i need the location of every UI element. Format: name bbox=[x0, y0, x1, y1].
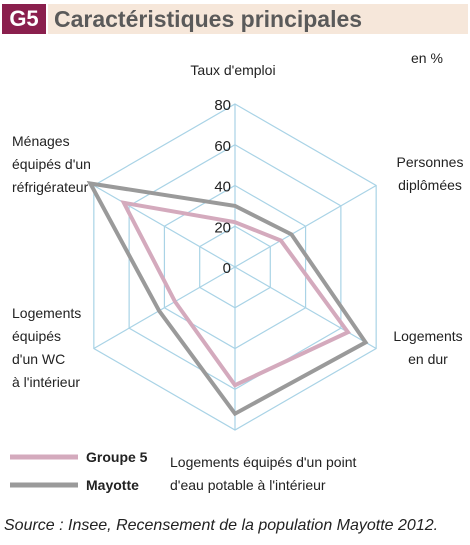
grid-spoke bbox=[234, 266, 377, 350]
axis-label: à l'intérieur bbox=[12, 374, 80, 390]
tick-label: 60 bbox=[214, 138, 231, 155]
figure-number-badge: G5 bbox=[2, 4, 46, 34]
grid-spoke bbox=[93, 184, 236, 268]
axis-label: en dur bbox=[408, 351, 448, 367]
tick-label: 20 bbox=[214, 219, 231, 236]
axis-label: d'eau potable à l'intérieur bbox=[170, 477, 326, 493]
axis-label: Ménages bbox=[12, 133, 70, 149]
axis-label: réfrigérateur bbox=[12, 179, 89, 195]
grid-spoke bbox=[234, 184, 377, 268]
axis-label: Logements équipés d'un point bbox=[170, 454, 356, 470]
axis-label: diplômées bbox=[398, 177, 462, 193]
tick-label: 40 bbox=[214, 179, 231, 196]
axis-label: Taux d'emploi bbox=[190, 62, 275, 78]
axis-label: équipés d'un bbox=[12, 156, 91, 172]
axis-label: Logements bbox=[12, 305, 81, 321]
legend-label: Groupe 5 bbox=[86, 449, 148, 465]
series-mayotte-line bbox=[86, 180, 369, 417]
tick-label: 80 bbox=[214, 97, 231, 114]
axis-label: d'un WC bbox=[12, 351, 65, 367]
grid-spoke bbox=[93, 266, 236, 350]
unit-label: en % bbox=[411, 50, 443, 66]
axis-label: Personnes bbox=[397, 154, 464, 170]
tick-label: 0 bbox=[223, 260, 231, 277]
figure-header: G5 Caractéristiques principales bbox=[0, 0, 470, 38]
axis-label: équipés bbox=[12, 328, 61, 344]
source-note: Source : Insee, Recensement de la popula… bbox=[4, 517, 439, 534]
legend-label: Mayotte bbox=[86, 477, 139, 493]
axis-label: Logements bbox=[393, 328, 462, 344]
chart-title: Caractéristiques principales bbox=[54, 6, 363, 32]
series-groupe-5-line bbox=[120, 200, 351, 388]
title-bar: Caractéristiques principales bbox=[48, 4, 468, 34]
